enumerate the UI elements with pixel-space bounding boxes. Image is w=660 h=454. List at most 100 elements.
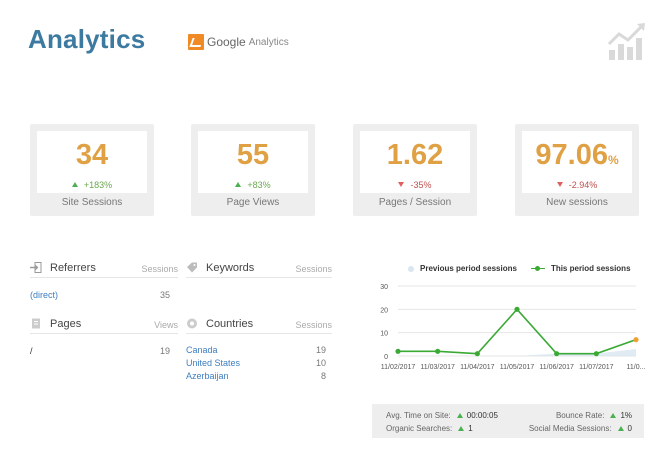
data-point <box>395 348 401 354</box>
kpi-delta: -2.94% <box>522 180 632 190</box>
kpi-value: 55 <box>236 139 270 171</box>
list-item[interactable]: / 19 <box>30 346 170 356</box>
referrer-name[interactable]: (direct) <box>30 290 59 300</box>
kpi-delta: -35% <box>360 180 470 190</box>
x-tick-label: 11/03/2017 <box>420 364 455 371</box>
y-tick-label: 20 <box>380 307 388 314</box>
stat-avg-time-label: Avg. Time on Site: <box>386 411 451 420</box>
arrow-up-icon <box>617 426 624 431</box>
x-tick-label: 11/04/2017 <box>460 364 495 371</box>
y-tick-label: 10 <box>380 331 388 338</box>
stat-social-label: Social Media Sessions: <box>528 424 612 433</box>
country-name[interactable]: Azerbaijan <box>186 371 229 381</box>
keywords-title: Keywords <box>206 261 255 274</box>
country-value: 8 <box>320 371 326 381</box>
tag-icon <box>187 262 197 273</box>
pages-column: Views <box>154 320 178 330</box>
kpi-new-sessions: 97.06% -2.94% New sessions <box>515 124 639 216</box>
sessions-line-chart: 0 10 20 30 11/02/2017 11/03/2017 11/04/2017 11/… <box>380 284 646 371</box>
page-path[interactable]: / <box>30 346 33 356</box>
x-tick-label: 11/06/2017 <box>539 364 574 371</box>
arrow-down-icon <box>556 182 563 187</box>
kpi-site-sessions: 34 +183% Site Sessions <box>30 124 154 216</box>
referrer-value: 35 <box>159 290 170 300</box>
x-tick-label: 11/0... <box>627 364 646 371</box>
legend-this-swatch <box>530 265 545 272</box>
arrow-up-icon <box>71 182 78 187</box>
legend-prev-label: Previous period sessions <box>420 264 517 273</box>
y-tick-label: 30 <box>380 284 388 291</box>
kpi-label: New sessions <box>546 197 608 208</box>
list-item[interactable]: United States 10 <box>186 358 326 368</box>
google-analytics-icon <box>188 34 204 50</box>
data-point <box>514 306 520 312</box>
stat-bounce-value: 1% <box>620 411 632 420</box>
legend-prev-swatch <box>408 265 414 272</box>
list-item[interactable]: Canada 19 <box>186 345 326 355</box>
kpi-delta: +83% <box>198 180 308 190</box>
stat-avg-time: Avg. Time on Site: 00:00:05 <box>386 411 498 420</box>
stat-organic-value: 1 <box>468 424 473 433</box>
stat-bounce-label: Bounce Rate: <box>555 411 605 420</box>
pages-header: Pages Views <box>30 316 178 334</box>
arrow-up-icon <box>456 413 463 418</box>
kpi-delta: +183% <box>37 180 147 190</box>
country-value: 19 <box>315 345 326 355</box>
stat-avg-time-value: 00:00:05 <box>466 411 498 420</box>
kpi-value: 97.06% <box>535 139 619 171</box>
page-title: Analytics <box>28 24 146 54</box>
keywords-column: Sessions <box>295 264 332 274</box>
x-tick-label: 11/02/2017 <box>381 364 416 371</box>
x-tick-label: 11/07/2017 <box>579 364 614 371</box>
y-tick-label: 0 <box>384 354 388 361</box>
x-tick-label: 11/05/2017 <box>500 364 535 371</box>
kpi-page-views: 55 +83% Page Views <box>191 124 315 216</box>
country-name[interactable]: United States <box>186 358 241 368</box>
stat-social: Social Media Sessions: 0 <box>529 424 632 433</box>
kpi-value: 34 <box>75 139 109 171</box>
stat-social-value: 0 <box>627 424 632 433</box>
google-analytics-logo: Google Analytics <box>188 34 289 50</box>
ga-logo-analytics: Analytics <box>248 36 289 48</box>
data-point <box>474 351 480 357</box>
referrers-title: Referrers <box>50 261 96 274</box>
legend-previous[interactable]: Previous period sessions <box>408 264 517 273</box>
legend-this[interactable]: This period sessions <box>530 264 631 273</box>
stat-organic-label: Organic Searches: <box>386 424 453 433</box>
country-name[interactable]: Canada <box>186 345 218 355</box>
this-period-line <box>398 308 637 355</box>
arrow-up-icon <box>610 413 617 418</box>
list-item[interactable]: Azerbaijan 8 <box>186 371 326 381</box>
referrers-header: Referrers Sessions <box>30 260 178 278</box>
legend-this-label: This period sessions <box>550 264 631 273</box>
arrow-up-icon <box>235 182 242 187</box>
globe-icon <box>187 318 197 329</box>
data-point <box>554 351 560 357</box>
keywords-header: Keywords Sessions <box>186 260 332 278</box>
data-point <box>435 348 441 354</box>
pages-title: Pages <box>50 317 82 330</box>
kpi-label: Site Sessions <box>61 197 123 208</box>
referrers-column: Sessions <box>141 264 178 274</box>
kpi-label: Pages / Session <box>378 197 452 208</box>
country-value: 10 <box>315 358 326 368</box>
sign-in-icon <box>30 262 42 273</box>
arrow-up-icon <box>458 426 465 431</box>
trend-chart-icon <box>607 23 645 60</box>
data-point <box>633 337 639 343</box>
countries-header: Countries Sessions <box>186 316 332 334</box>
arrow-down-icon <box>398 182 405 187</box>
kpi-pages-per-session: 1.62 -35% Pages / Session <box>353 124 477 216</box>
list-item[interactable]: (direct) 35 <box>30 290 170 300</box>
kpi-label: Page Views <box>226 197 280 208</box>
kpi-value: 1.62 <box>386 139 444 171</box>
ga-logo-google: Google <box>207 35 246 49</box>
file-icon <box>32 318 40 329</box>
page-views-value: 19 <box>159 346 170 356</box>
countries-title: Countries <box>206 317 254 330</box>
stat-organic: Organic Searches: 1 <box>386 424 473 433</box>
chart-legend: Previous period sessions This period ses… <box>408 264 645 273</box>
stat-bounce: Bounce Rate: 1% <box>556 411 632 420</box>
countries-column: Sessions <box>295 320 332 330</box>
summary-stats: Avg. Time on Site: 00:00:05 Organic Sear… <box>372 404 644 438</box>
